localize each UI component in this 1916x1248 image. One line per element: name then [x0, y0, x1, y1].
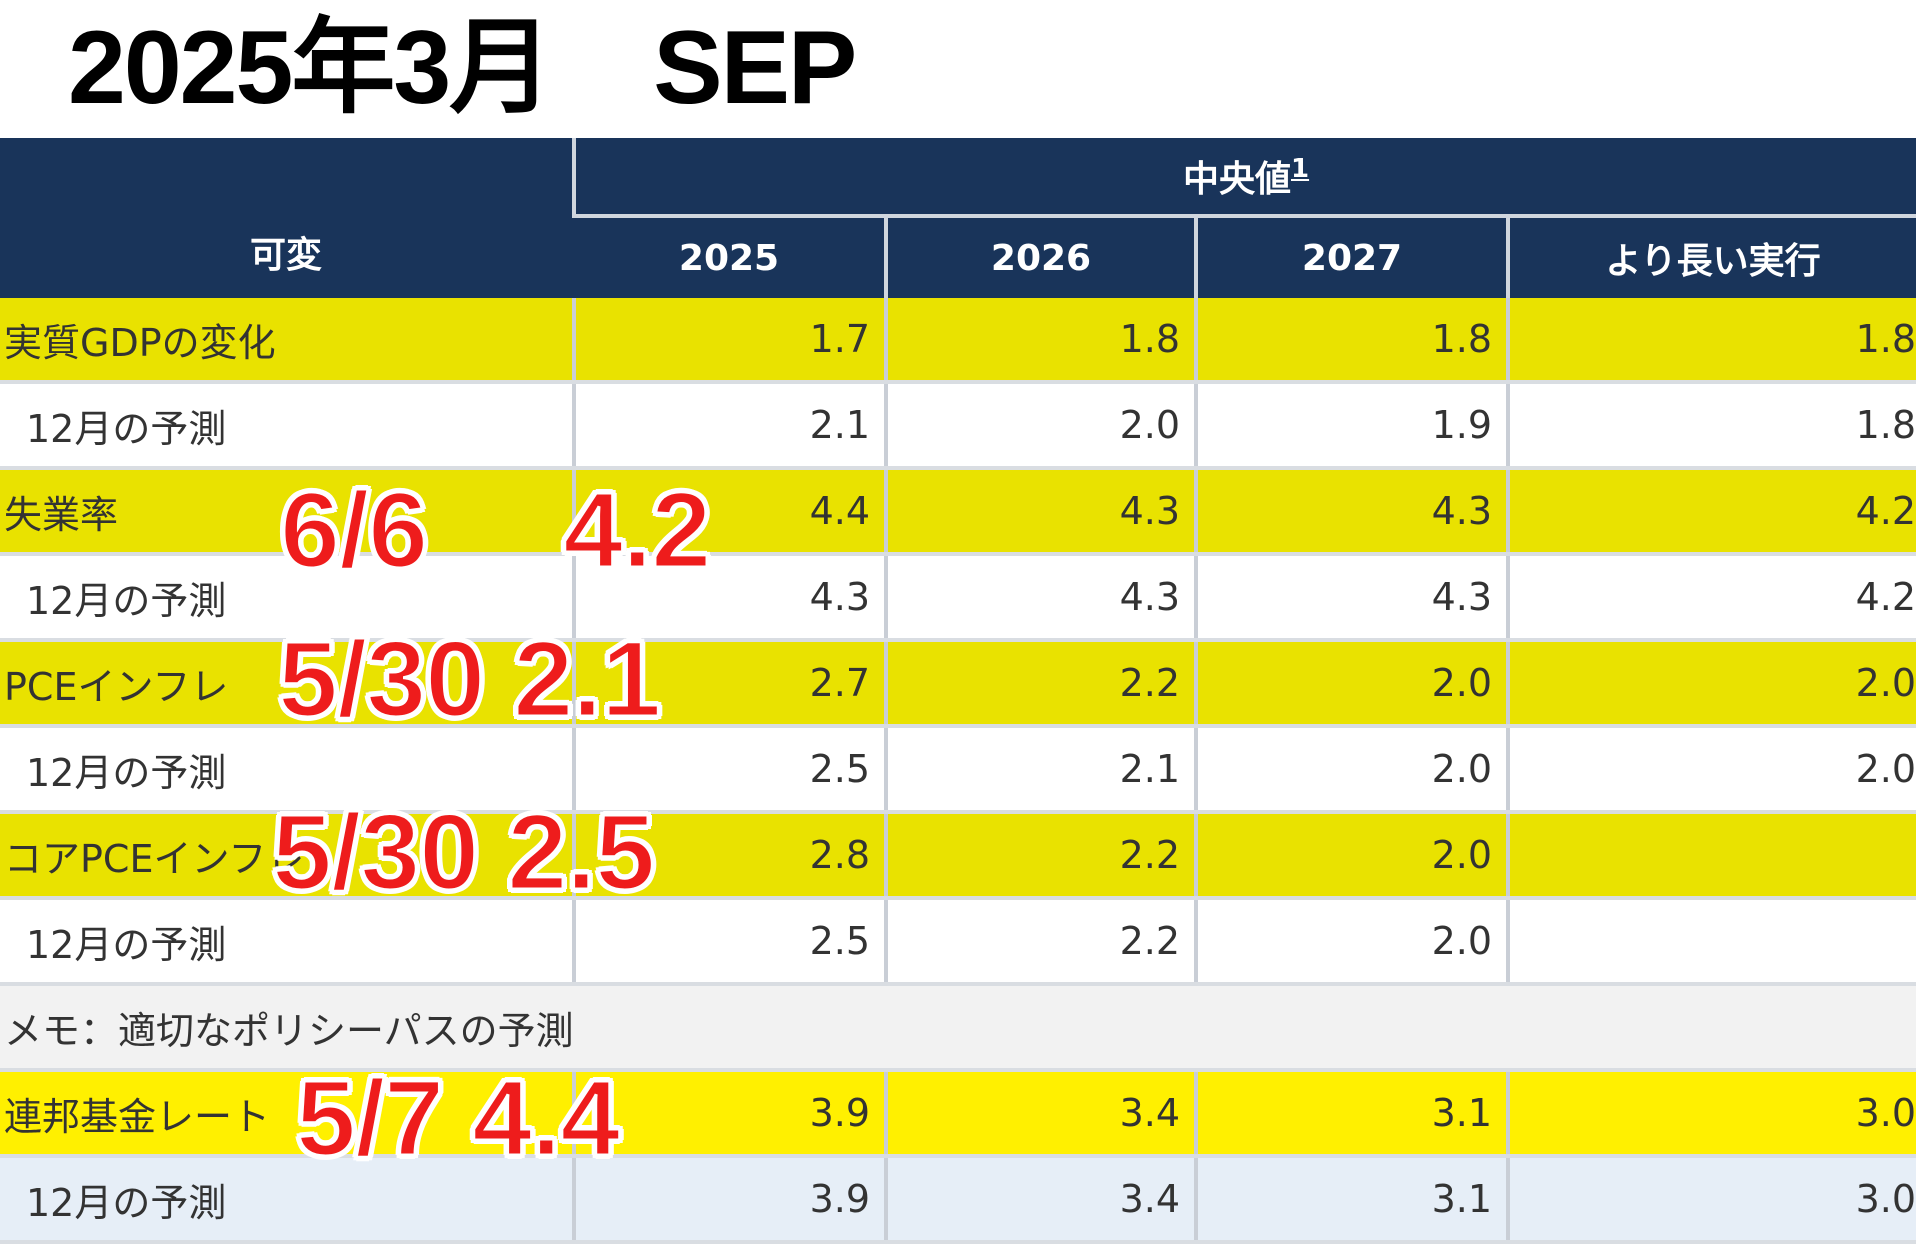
table-row-core-pce: コアPCEインフレ 2.8 2.2 2.0 [0, 812, 1916, 900]
cell-value: 4.3 [884, 468, 1196, 556]
row-label: PCEインフレ [0, 640, 574, 728]
cell-value: 1.8 [884, 298, 1196, 384]
header-year-2026: 2026 [884, 216, 1196, 298]
cell-value: 3.1 [1194, 1156, 1508, 1244]
table-row-pce: PCEインフレ 2.7 2.2 2.0 2.0 [0, 640, 1916, 728]
row-label: 12月の予測 [0, 382, 574, 470]
row-label: 12月の予測 [0, 898, 574, 986]
footnote-link[interactable]: 1 [1290, 154, 1310, 184]
cell-value: 4.4 [572, 468, 886, 556]
cell-value: 1.8 [1194, 298, 1508, 384]
cell-value: 2.7 [572, 640, 886, 728]
row-label: 連邦基金レート [0, 1070, 574, 1158]
cell-value: 3.1 [1194, 1070, 1508, 1158]
cell-value [1505, 898, 1916, 986]
cell-value: 4.2 [1505, 468, 1916, 556]
cell-value: 3.4 [884, 1156, 1196, 1244]
table-row-unemployment: 失業率 4.4 4.3 4.3 4.2 [0, 468, 1916, 556]
cell-value: 2.0 [1194, 898, 1508, 986]
cell-value: 1.7 [572, 298, 886, 384]
cell-value: 3.0 [1505, 1070, 1916, 1158]
cell-value: 3.9 [572, 1156, 886, 1244]
table-row-gdp-december: 12月の予測 2.1 2.0 1.9 1.8 [0, 382, 1916, 470]
cell-value: 2.0 [1505, 726, 1916, 814]
cell-value: 2.0 [1194, 726, 1508, 814]
annotation-core-pce: 5/30 2.5 [270, 791, 656, 912]
header-longer-run: より長い実行 [1505, 216, 1916, 298]
cell-value: 2.0 [1194, 812, 1508, 900]
cell-value: 4.3 [572, 554, 886, 642]
row-label: コアPCEインフレ [0, 812, 574, 900]
cell-value: 2.1 [572, 382, 886, 470]
cell-value: 3.9 [572, 1070, 886, 1158]
sep-table: 可変 中央値1 2025 2026 2027 より長い実行 実質GDPの変化 1… [0, 138, 1916, 1244]
cell-value: 4.3 [1194, 468, 1508, 556]
cell-value: 2.0 [1505, 640, 1916, 728]
cell-value: 2.5 [572, 898, 886, 986]
memo-label: メモ：適切なポリシーパスの予測 [0, 984, 1916, 1072]
table-row-fed-funds-december: 12月の予測 3.9 3.4 3.1 3.0 [0, 1156, 1916, 1244]
header-median: 中央値1 [571, 138, 1916, 218]
row-label: 12月の予測 [0, 726, 574, 814]
cell-value: 2.1 [884, 726, 1196, 814]
cell-value: 2.2 [884, 812, 1196, 900]
row-label: 12月の予測 [0, 1156, 574, 1244]
cell-value: 2.0 [1194, 640, 1508, 728]
cell-value: 2.8 [572, 812, 886, 900]
annotation-unemployment: 6/6 4.2 [278, 469, 712, 590]
table-row-real-gdp: 実質GDPの変化 1.7 1.8 1.8 1.8 [0, 298, 1916, 384]
cell-value: 4.2 [1505, 554, 1916, 642]
row-label: 実質GDPの変化 [0, 298, 574, 384]
cell-value: 2.2 [884, 640, 1196, 728]
table-row-core-pce-december: 12月の予測 2.5 2.2 2.0 [0, 898, 1916, 986]
table-row-pce-december: 12月の予測 2.5 2.1 2.0 2.0 [0, 726, 1916, 814]
cell-value: 2.2 [884, 898, 1196, 986]
annotation-pce: 5/30 2.1 [276, 618, 662, 739]
annotation-fed-funds: 5/7 4.4 [294, 1057, 621, 1178]
row-label: 12月の予測 [0, 554, 574, 642]
cell-value: 1.9 [1194, 382, 1508, 470]
cell-value [1505, 812, 1916, 900]
cell-value: 3.4 [884, 1070, 1196, 1158]
cell-value: 2.5 [572, 726, 886, 814]
table-row-memo: メモ：適切なポリシーパスの予測 [0, 984, 1916, 1072]
row-label: 失業率 [0, 468, 574, 556]
cell-value: 1.8 [1505, 382, 1916, 470]
header-year-2027: 2027 [1194, 216, 1508, 298]
cell-value: 3.0 [1505, 1156, 1916, 1244]
cell-value: 2.0 [884, 382, 1196, 470]
cell-value: 4.3 [1194, 554, 1508, 642]
header-variable: 可変 [0, 138, 574, 298]
cell-value: 1.8 [1505, 298, 1916, 384]
table-row-fed-funds: 連邦基金レート 3.9 3.4 3.1 3.0 [0, 1070, 1916, 1158]
cell-value: 4.3 [884, 554, 1196, 642]
header-year-2025: 2025 [574, 216, 886, 298]
page-title: 2025年3月 SEP [68, 10, 857, 126]
table-row-unemployment-december: 12月の予測 4.3 4.3 4.3 4.2 [0, 554, 1916, 642]
